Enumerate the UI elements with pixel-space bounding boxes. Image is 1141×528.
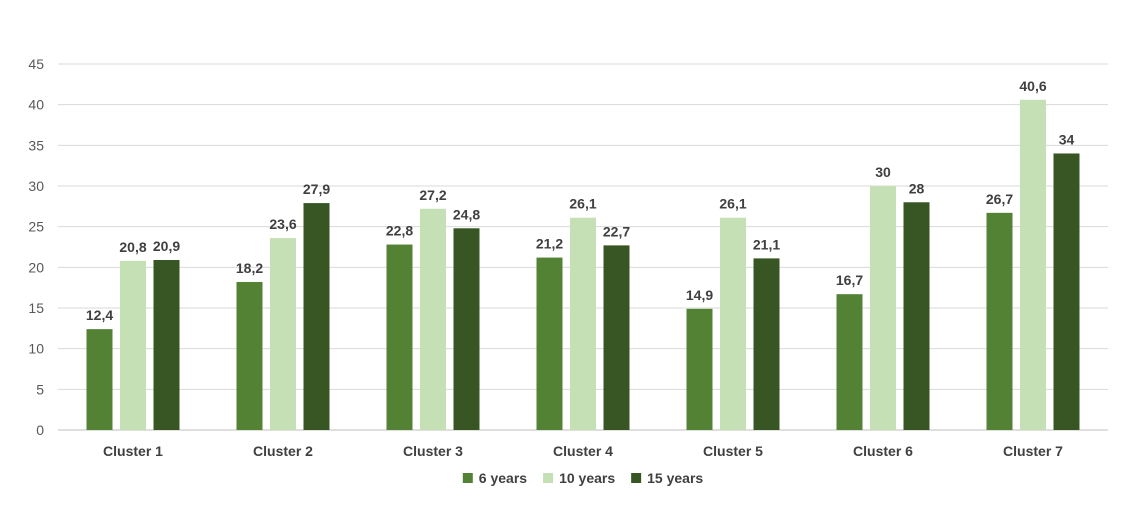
data-label: 14,9 (686, 287, 713, 303)
bar (303, 203, 330, 430)
bar (536, 257, 563, 430)
bar (720, 217, 746, 430)
bar (420, 208, 446, 430)
data-label: 27,9 (303, 181, 330, 197)
data-label: 30 (875, 164, 891, 180)
x-category-label: Cluster 1 (103, 443, 163, 459)
data-label: 23,6 (269, 216, 296, 232)
data-label: 18,2 (236, 260, 263, 276)
bar (986, 212, 1013, 430)
data-labels: 12,4 20,8 20,9 18,2 23,6 27,9 22,8 27,2 24,8 21,2… (86, 78, 1075, 323)
bar (386, 244, 413, 430)
legend-swatch (462, 473, 473, 483)
bar (120, 260, 146, 430)
data-label: 27,2 (419, 187, 446, 203)
y-tick-label: 35 (28, 137, 44, 153)
bars (86, 99, 1080, 430)
x-category-label: Cluster 2 (253, 443, 313, 459)
data-label: 21,1 (753, 236, 780, 252)
y-tick-label: 25 (28, 219, 44, 235)
bar (236, 281, 263, 430)
bar (270, 238, 296, 430)
y-tick-label: 0 (36, 422, 44, 438)
data-label: 16,7 (836, 272, 863, 288)
data-label: 26,1 (719, 196, 746, 212)
bar (903, 202, 930, 430)
bar (1020, 99, 1046, 430)
y-tick-label: 15 (28, 300, 44, 316)
bar (870, 186, 896, 430)
legend: 6 years 10 years 15 years (462, 470, 703, 486)
bar (570, 217, 596, 430)
data-label: 26,1 (569, 196, 596, 212)
data-label: 28 (909, 180, 925, 196)
data-label: 26,7 (986, 191, 1013, 207)
data-label: 20,8 (119, 239, 146, 255)
x-category-label: Cluster 7 (1003, 443, 1063, 459)
data-label: 22,8 (386, 223, 413, 239)
x-category-label: Cluster 4 (553, 443, 613, 459)
bar (153, 260, 180, 430)
y-tick-label: 5 (36, 381, 44, 397)
legend-label: 6 years (479, 470, 527, 486)
bar (753, 258, 780, 430)
data-label: 22,7 (603, 223, 630, 239)
legend-item: 6 years (462, 470, 527, 486)
y-axis-ticks: 0 5 10 15 20 25 30 35 40 45 (28, 56, 44, 438)
legend-item: 10 years (543, 470, 615, 486)
legend-label: 15 years (647, 470, 703, 486)
data-label: 20,9 (153, 238, 180, 254)
bar (836, 294, 863, 430)
y-tick-label: 45 (28, 56, 44, 72)
legend-swatch (631, 473, 642, 483)
data-label: 21,2 (536, 236, 563, 252)
x-category-label: Cluster 3 (403, 443, 463, 459)
y-tick-label: 10 (28, 341, 44, 357)
y-tick-label: 30 (28, 178, 44, 194)
bar (603, 245, 630, 430)
bar (453, 228, 480, 430)
legend-item: 15 years (631, 470, 703, 486)
data-label: 40,6 (1019, 78, 1046, 94)
y-tick-label: 20 (28, 259, 44, 275)
bar (1053, 153, 1080, 430)
bar (86, 329, 113, 430)
x-category-label: Cluster 5 (703, 443, 763, 459)
data-label: 34 (1059, 131, 1075, 147)
legend-swatch (543, 473, 554, 483)
y-tick-label: 40 (28, 97, 44, 113)
x-category-label: Cluster 6 (853, 443, 913, 459)
legend-label: 10 years (559, 470, 615, 486)
x-axis-categories: Cluster 1 Cluster 2 Cluster 3 Cluster 4 Clus… (103, 443, 1063, 459)
data-label: 24,8 (453, 206, 480, 222)
data-label: 12,4 (86, 307, 113, 323)
bar (686, 308, 713, 430)
